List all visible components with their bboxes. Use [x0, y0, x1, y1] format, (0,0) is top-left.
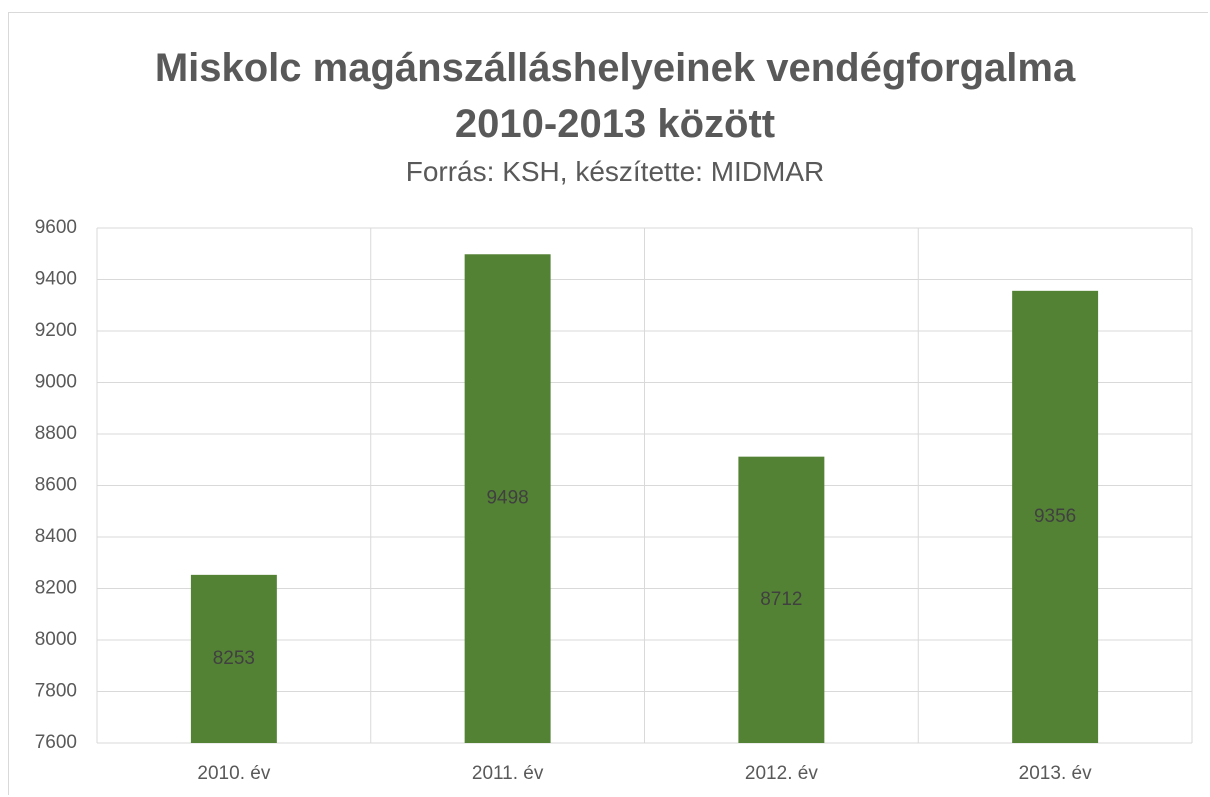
chart-subtitle: Forrás: KSH, készítette: MIDMAR: [405, 156, 825, 187]
y-tick-label: 9400: [35, 269, 77, 290]
data-label: 9356: [1034, 506, 1076, 527]
y-tick-label: 8000: [35, 629, 77, 650]
chart-border: [8, 12, 1208, 795]
y-tick-label: 7600: [35, 732, 77, 753]
x-tick-label: 2011. év: [472, 763, 544, 784]
data-label: 9498: [486, 488, 528, 509]
y-tick-label: 7800: [35, 681, 77, 702]
y-tick-label: 8400: [35, 526, 77, 547]
y-tick-label: 9200: [35, 320, 77, 341]
data-label: 8253: [213, 648, 255, 669]
data-label: 8712: [760, 589, 802, 610]
x-tick-label: 2010. év: [197, 763, 270, 784]
y-tick-label: 9600: [35, 217, 77, 238]
y-tick-label: 8800: [35, 423, 77, 444]
x-tick-label: 2012. év: [745, 763, 818, 784]
y-tick-label: 8200: [35, 578, 77, 599]
bar: [738, 456, 825, 743]
bar: [1012, 290, 1099, 743]
y-tick-label: 8600: [35, 475, 77, 496]
bar: [190, 574, 277, 743]
x-tick-label: 2013. év: [1019, 763, 1092, 784]
y-tick-label: 9000: [35, 372, 77, 393]
chart-title: Miskolc magánszálláshelyeinek vendégforg…: [154, 46, 1076, 146]
bar: [464, 254, 551, 743]
